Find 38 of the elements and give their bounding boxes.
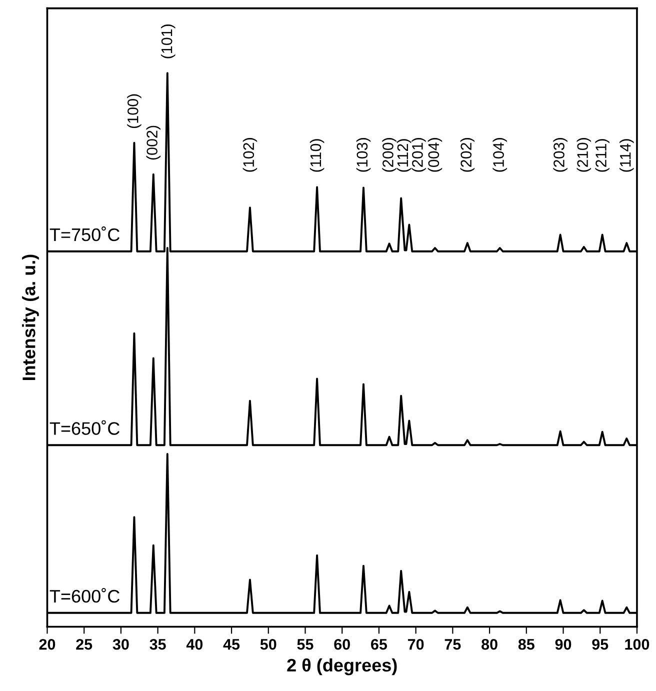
x-tick-label: 25 — [76, 638, 92, 650]
x-tick-label: 75 — [444, 639, 461, 650]
x-tick-label: 20 — [39, 638, 56, 650]
annotation: (112) — [396, 139, 412, 172]
series-label: T=600˚C — [50, 588, 120, 603]
x-tick-label: 90 — [555, 638, 572, 650]
x-tick-label: 80 — [482, 638, 498, 650]
x-axis-title: 2 θ (degrees) — [287, 658, 397, 676]
annotation: (104) — [492, 138, 507, 172]
x-tick-label: 30 — [112, 638, 129, 650]
annotation: (103) — [356, 138, 371, 172]
annotation: (110) — [310, 139, 324, 172]
y-axis-title: Intensity (a. u.) — [22, 254, 39, 380]
x-tick-label: 55 — [297, 639, 314, 650]
x-tick-label: 65 — [371, 638, 388, 650]
x-tick-label: 70 — [408, 638, 424, 650]
x-tick-label: 60 — [334, 638, 350, 650]
series-label: T=750˚C — [50, 226, 120, 242]
annotation: (100) — [127, 94, 142, 128]
annotation: (004) — [428, 138, 442, 172]
annotation: (203) — [553, 138, 568, 172]
text: (101) — [161, 24, 176, 58]
x-tick-label: 85 — [518, 638, 534, 650]
annotation: (200) — [382, 138, 396, 172]
annotation: (211) — [595, 139, 610, 172]
annotation: (002) — [146, 126, 160, 160]
annotation: (102) — [242, 138, 258, 172]
annotation: (202) — [460, 138, 475, 172]
series-label: T=650˚C — [50, 420, 120, 435]
x-tick-label: 50 — [260, 638, 276, 650]
x-tick-label: 40 — [186, 638, 203, 650]
x-tick-label: 45 — [223, 639, 240, 650]
x-tick-label: 95 — [592, 638, 608, 650]
x-tick-label: 100 — [625, 638, 650, 650]
annotation: (114) — [620, 139, 634, 172]
x-tick-label: 35 — [150, 638, 166, 650]
annotation: (201) — [412, 138, 426, 172]
annotation: (210) — [576, 138, 592, 172]
